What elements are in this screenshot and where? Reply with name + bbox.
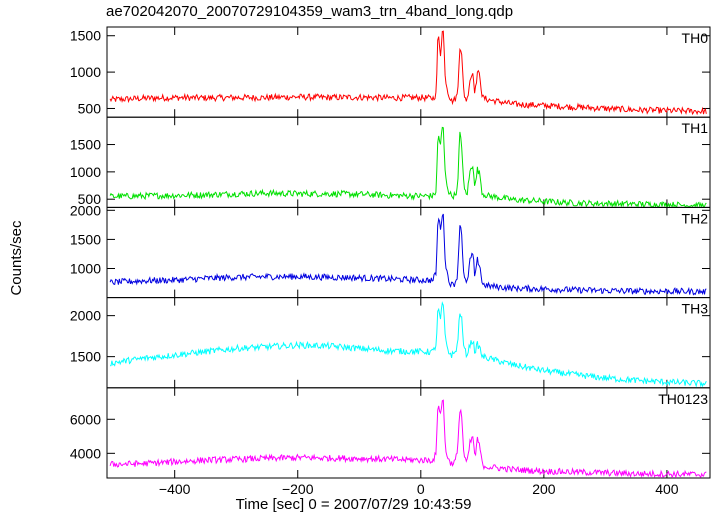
x-tick-label: 200: [532, 481, 556, 497]
y-axis-label: Counts/sec: [8, 220, 25, 296]
y-tick-label: 2000: [70, 308, 101, 324]
panel-label: TH3: [682, 301, 709, 317]
y-tick-label: 500: [78, 100, 102, 116]
y-tick-label: 1500: [70, 231, 101, 247]
series-line: [110, 301, 707, 388]
y-tick-label: 1500: [70, 137, 101, 153]
x-tick-label: 0: [417, 481, 425, 497]
panel-frame: [106, 297, 711, 389]
y-tick-label: 500: [78, 191, 102, 207]
panel-frame: [106, 26, 711, 118]
panel-label: TH2: [682, 210, 709, 226]
y-tick-label: 1500: [70, 349, 101, 365]
series-line: [109, 213, 707, 296]
y-tick-label: 1000: [70, 64, 101, 80]
series-line: [109, 399, 707, 479]
x-tick-label: 400: [655, 481, 679, 497]
y-tick-label: 6000: [70, 411, 101, 427]
series-line: [109, 126, 707, 209]
chart-title: ae702042070_20070729104359_wam3_trn_4ban…: [106, 3, 514, 20]
panel-label: TH0123: [658, 391, 708, 407]
y-tick-label: 1500: [70, 28, 101, 44]
x-axis-label-wrap: Time [sec] 0 = 2007/07/29 10:43:59: [0, 496, 717, 513]
y-tick-label: 1000: [70, 164, 101, 180]
panel-frame: [106, 387, 711, 479]
y-tick-label: 4000: [70, 445, 101, 461]
panel-label: TH1: [682, 120, 709, 136]
x-axis-label: Time [sec] 0 = 2007/07/29 10:43:59: [235, 496, 472, 513]
panel-label: TH0: [682, 30, 709, 46]
y-tick-label: 2000: [70, 202, 101, 218]
series-line: [109, 30, 707, 116]
y-tick-label: 1000: [70, 261, 101, 277]
x-tick-label: −200: [282, 481, 314, 497]
x-tick-label: −400: [159, 481, 191, 497]
panel-frame: [106, 206, 711, 299]
